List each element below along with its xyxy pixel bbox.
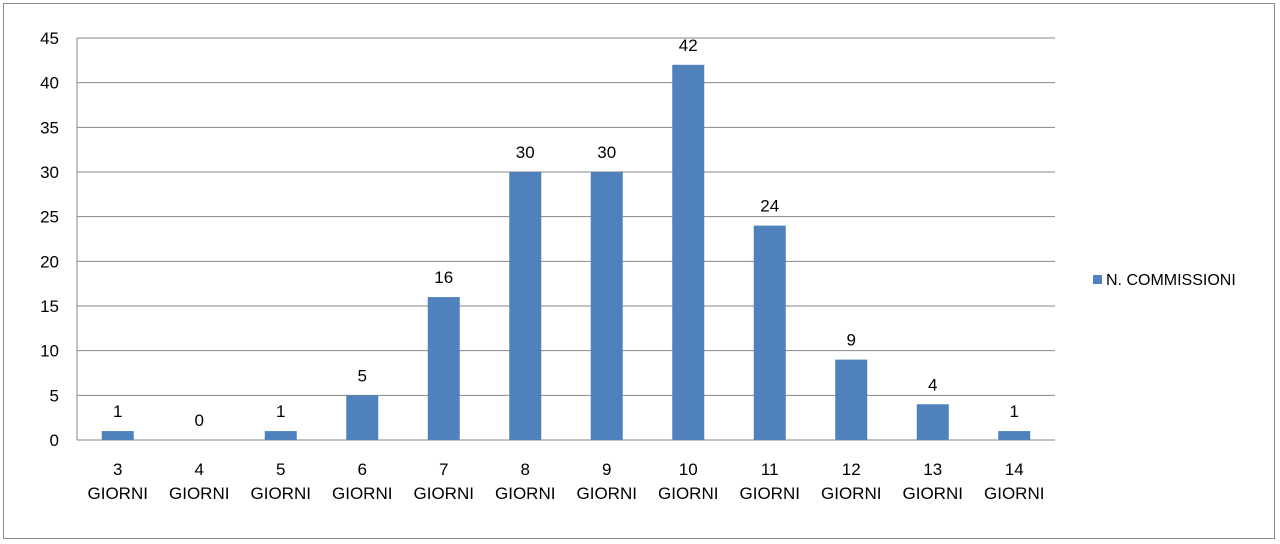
bar [101, 431, 134, 440]
legend-swatch [1093, 275, 1102, 284]
x-tick-label: 7 [439, 460, 448, 479]
y-tick-label: 15 [40, 297, 59, 316]
bar [916, 404, 949, 440]
bar [590, 172, 623, 440]
data-label: 5 [358, 366, 367, 385]
data-labels: 1 0 1 5 16 30 30 42 24 9 4 1 [113, 36, 1019, 430]
y-tick-label: 35 [40, 118, 59, 137]
y-tick-label: 40 [40, 74, 59, 93]
data-label: 42 [679, 36, 698, 55]
x-tick-label: 13 [923, 460, 942, 479]
bar [753, 225, 786, 440]
legend-label: N. COMMISSIONI [1106, 272, 1236, 289]
data-label: 4 [928, 375, 937, 394]
bar [835, 359, 868, 440]
x-tick-label: 6 [358, 460, 367, 479]
data-label: 1 [276, 402, 285, 421]
x-tick-label: 12 [842, 460, 861, 479]
data-label: 1 [1010, 402, 1019, 421]
y-tick-label: 10 [40, 342, 59, 361]
bars [101, 64, 1031, 441]
bar [346, 395, 379, 440]
x-tick-label: GIORNI [332, 484, 392, 503]
y-tick-label: 5 [50, 386, 59, 405]
y-tick-label: 45 [40, 29, 59, 48]
x-tick-label: GIORNI [251, 484, 311, 503]
data-label: 30 [516, 143, 535, 162]
data-label: 30 [597, 143, 616, 162]
x-tick-label: GIORNI [740, 484, 800, 503]
y-tick-label: 20 [40, 252, 59, 271]
gridlines [76, 37, 1055, 441]
x-tick-label: GIORNI [169, 484, 229, 503]
y-tick-label: 30 [40, 163, 59, 182]
x-tick-label: GIORNI [88, 484, 148, 503]
x-tick-label: 10 [679, 460, 698, 479]
bar [509, 172, 542, 440]
bar [672, 64, 705, 441]
data-label: 1 [113, 402, 122, 421]
x-tick-label: GIORNI [658, 484, 718, 503]
bar [427, 297, 460, 440]
y-axis-ticks: 0 5 10 15 20 25 30 35 40 45 [40, 29, 59, 450]
x-tick-label: GIORNI [414, 484, 474, 503]
data-label: 0 [195, 411, 204, 430]
x-tick-label: 14 [1005, 460, 1024, 479]
y-tick-label: 0 [50, 431, 59, 450]
x-tick-label: GIORNI [495, 484, 555, 503]
x-tick-label: GIORNI [821, 484, 881, 503]
data-label: 9 [847, 331, 856, 350]
data-label: 24 [760, 197, 779, 216]
x-axis-ticks: 3 GIORNI 4 GIORNI 5 GIORNI 6 GIORNI 7 GIORNI 8 GIOR… [88, 460, 1045, 503]
x-tick-label: GIORNI [984, 484, 1044, 503]
x-tick-label: 4 [195, 460, 204, 479]
x-tick-label: 9 [602, 460, 611, 479]
x-tick-label: 11 [761, 460, 779, 479]
bar [264, 431, 297, 440]
legend: N. COMMISSIONI [1093, 272, 1236, 289]
bar [998, 431, 1031, 440]
y-tick-label: 25 [40, 208, 59, 227]
x-tick-label: 3 [113, 460, 122, 479]
x-tick-label: 8 [521, 460, 530, 479]
data-label: 16 [434, 268, 453, 287]
x-tick-label: GIORNI [577, 484, 637, 503]
x-tick-label: GIORNI [903, 484, 963, 503]
chart-frame [3, 3, 1275, 539]
x-tick-label: 5 [276, 460, 285, 479]
